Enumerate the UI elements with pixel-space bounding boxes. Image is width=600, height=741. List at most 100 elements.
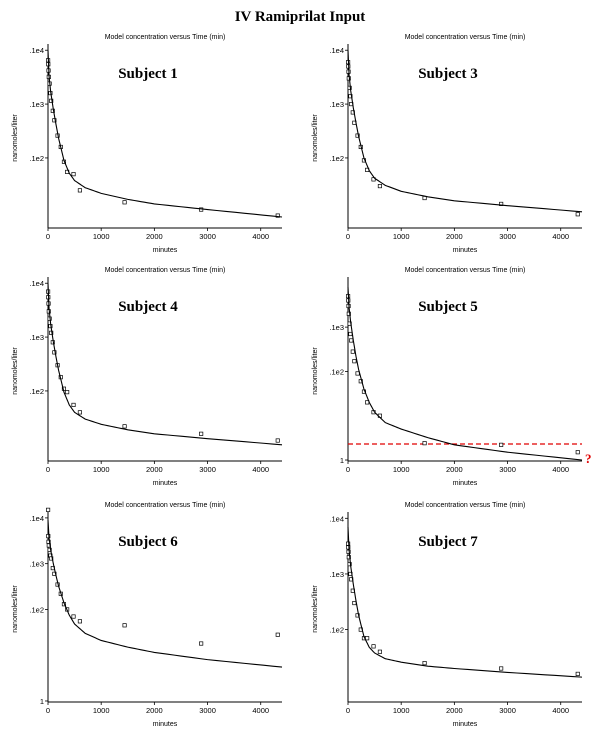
x-tick-label: 4000: [552, 232, 569, 241]
x-axis-label: minutes: [453, 247, 478, 254]
y-tick-label: .1e3: [29, 100, 44, 109]
y-axis-label: nanomoles/liter: [12, 347, 19, 395]
data-point: [365, 636, 370, 641]
y-tick-label: .1e3: [29, 560, 44, 569]
y-axis-label: nanomoles/liter: [312, 347, 319, 395]
x-tick-label: 2000: [146, 232, 163, 241]
model-curve: [47, 519, 283, 668]
x-tick-label: 2000: [146, 706, 163, 715]
question-mark: ?: [585, 451, 592, 466]
data-point: [346, 545, 351, 550]
x-tick-label: 3000: [199, 232, 216, 241]
chart-subject-7: Model concentration versus Time (min) 0 10…: [312, 502, 583, 728]
chart-subject-4: Model concentration versus Time (min) 0 10…: [12, 267, 283, 487]
y-tick-label: .1e2: [29, 154, 44, 163]
x-tick-label: 1000: [393, 232, 410, 241]
y-tick-label: .1e2: [29, 387, 44, 396]
x-tick-label: 4000: [252, 465, 269, 474]
data-point: [347, 85, 352, 90]
data-point: [47, 547, 52, 552]
data-point: [358, 379, 363, 384]
y-tick-label: .1e3: [329, 570, 344, 579]
data-point: [371, 644, 376, 649]
x-tick-label: 4000: [552, 465, 569, 474]
x-tick-label: 0: [346, 465, 350, 474]
data-point: [352, 359, 357, 364]
y-tick-label: .1e3: [329, 323, 344, 332]
y-tick-label: .1e4: [29, 46, 44, 55]
data-point: [422, 441, 427, 446]
data-point: [422, 661, 427, 666]
model-curve: [347, 526, 583, 678]
data-point: [575, 212, 580, 217]
y-tick-label: .1e4: [329, 46, 344, 55]
data-point: [275, 213, 280, 218]
y-tick-label: .1e4: [29, 514, 44, 523]
x-tick-label: 3000: [499, 706, 516, 715]
x-tick-label: 3000: [199, 706, 216, 715]
x-tick-label: 1000: [393, 465, 410, 474]
x-tick-label: 0: [46, 465, 50, 474]
data-point: [499, 442, 504, 447]
chart-subject-3: Model concentration versus Time (min) 0 10…: [312, 34, 583, 254]
data-point: [46, 534, 51, 539]
data-point: [49, 556, 54, 561]
x-tick-label: 1000: [393, 706, 410, 715]
data-point: [71, 614, 76, 619]
x-axis-label: minutes: [153, 247, 178, 254]
y-tick-label: .1e2: [29, 605, 44, 614]
y-tick-label: .1e4: [329, 514, 344, 523]
chart-subject-6: Model concentration versus Time (min) 0 10…: [12, 502, 283, 728]
subject-label: Subject 7: [418, 534, 478, 550]
data-point: [347, 562, 352, 567]
data-point: [199, 431, 204, 436]
data-point: [377, 649, 382, 654]
data-point: [52, 118, 57, 123]
y-axis-label: nanomoles/liter: [312, 114, 319, 162]
x-axis-label: minutes: [453, 721, 478, 728]
x-axis-label: minutes: [153, 480, 178, 487]
x-tick-label: 4000: [252, 232, 269, 241]
x-axis-label: minutes: [153, 721, 178, 728]
x-axis-label: minutes: [453, 480, 478, 487]
plot-title: Model concentration versus Time (min): [105, 34, 226, 41]
data-point: [49, 98, 54, 103]
chart-subject-5: Model concentration versus Time (min) 0 10…: [312, 267, 592, 487]
plot-title: Model concentration versus Time (min): [405, 502, 526, 509]
x-tick-label: 3000: [499, 465, 516, 474]
data-point: [355, 613, 360, 618]
x-tick-label: 0: [46, 232, 50, 241]
data-point: [575, 671, 580, 676]
x-tick-label: 1000: [93, 232, 110, 241]
x-tick-label: 2000: [446, 465, 463, 474]
data-point: [371, 177, 376, 182]
model-curve: [47, 50, 283, 218]
data-point: [349, 338, 354, 343]
data-point: [46, 507, 51, 512]
data-point: [377, 184, 382, 189]
subject-label: Subject 1: [118, 66, 178, 82]
data-point: [77, 410, 82, 415]
chart-subject-1: Model concentration versus Time (min) 0 10…: [12, 34, 283, 254]
y-tick-label: .1e3: [29, 333, 44, 342]
data-point: [352, 600, 357, 606]
model-curve: [347, 287, 583, 461]
x-tick-label: 0: [346, 232, 350, 241]
y-tick-label: .1e2: [329, 154, 344, 163]
data-point: [348, 331, 353, 337]
x-tick-label: 4000: [252, 706, 269, 715]
plot-title: Model concentration versus Time (min): [105, 502, 226, 509]
y-tick-label: .1e3: [329, 100, 344, 109]
x-tick-label: 0: [46, 706, 50, 715]
plot-title: Model concentration versus Time (min): [405, 267, 526, 274]
y-axis-label: nanomoles/liter: [12, 114, 19, 162]
data-point: [122, 424, 127, 429]
data-point: [65, 390, 70, 395]
x-tick-label: 3000: [199, 465, 216, 474]
data-point: [77, 619, 82, 624]
data-point: [355, 371, 360, 376]
plot-title: Model concentration versus Time (min): [405, 34, 526, 41]
x-tick-label: 3000: [499, 232, 516, 241]
page-title: IV Ramiprilat Input: [234, 9, 366, 25]
data-point: [71, 172, 76, 177]
